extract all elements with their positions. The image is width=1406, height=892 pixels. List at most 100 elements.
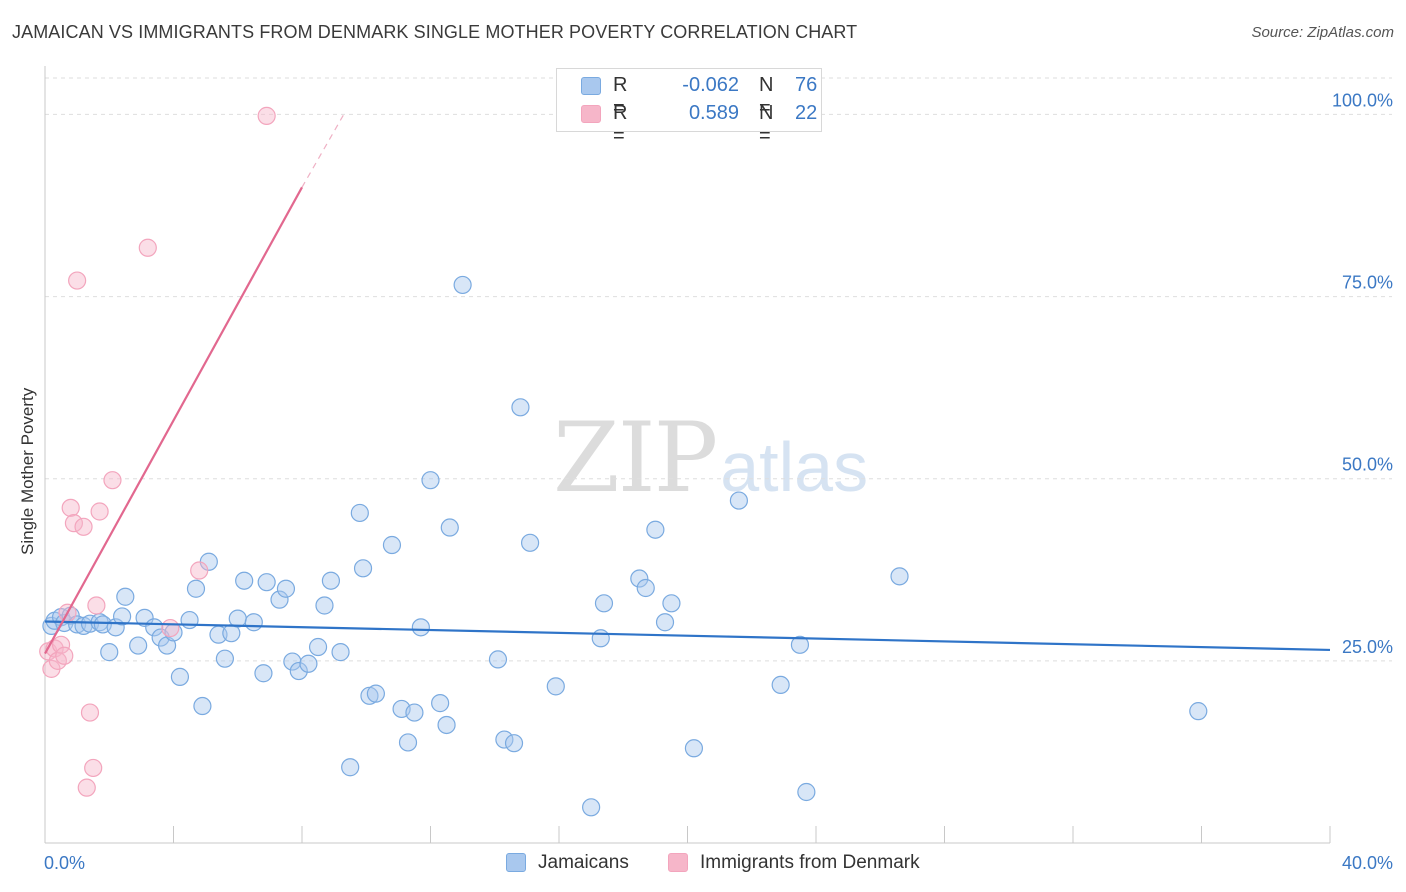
jamaicans-point <box>797 782 816 802</box>
jamaicans-point <box>129 636 148 655</box>
denmark-point <box>190 561 209 580</box>
jamaicans-point <box>771 675 790 695</box>
y-axis-title: Single Mother Poverty <box>18 387 37 555</box>
jamaicans-point <box>180 610 199 630</box>
jamaicans-point <box>254 664 273 683</box>
jamaicans-point <box>520 533 540 552</box>
jamaicans-point <box>630 569 649 588</box>
denmark-legend-swatch <box>668 853 688 872</box>
x-tick-label: 40.0% <box>1342 853 1393 873</box>
jamaicans-point <box>684 739 704 758</box>
jamaicans-point <box>170 667 190 686</box>
jamaicans-point <box>186 579 206 598</box>
label-layer: 25.0% 50.0% 75.0% 100.0% 0.0% 40.0% <box>44 90 1393 873</box>
jamaicans-point <box>495 730 514 749</box>
n-value: 76 <box>795 74 818 96</box>
jamaicans-point <box>215 649 234 668</box>
jamaicans-point <box>582 798 601 817</box>
n-label: N = <box>759 74 774 119</box>
jamaicans-point <box>270 590 289 609</box>
jamaicans-point <box>511 398 530 417</box>
jamaicans-point <box>591 629 610 648</box>
denmark-point <box>87 596 106 615</box>
jamaicans-point <box>594 594 614 613</box>
denmark-point <box>103 471 122 490</box>
stats-legend: R = -0.062 N = 76 R = 0.589 N = 22 <box>556 68 822 147</box>
watermark-atlas: atlas <box>720 428 869 506</box>
jamaicans-point <box>283 652 302 671</box>
watermark: ZIPatlas <box>553 402 868 514</box>
watermark-zip: ZIP <box>553 402 718 514</box>
jamaicans-point <box>437 715 456 735</box>
y-tick-label: 100.0% <box>1332 90 1393 110</box>
jamaicans-point <box>299 654 318 673</box>
denmark-legend-label: Immigrants from Denmark <box>700 852 920 873</box>
jamaicans-point <box>289 661 308 681</box>
jamaicans-point <box>662 594 681 613</box>
denmark-point <box>77 778 96 797</box>
denmark-point <box>64 514 84 533</box>
jamaicans-point <box>68 615 87 634</box>
points-layer <box>39 106 1208 817</box>
jamaicans-point <box>636 578 655 598</box>
source-label: Source: ZipAtlas.com <box>1251 24 1394 41</box>
jamaicans-point <box>341 758 360 777</box>
denmark-point <box>80 703 100 722</box>
jamaicans-point <box>405 703 424 722</box>
denmark-swatch <box>581 105 601 123</box>
jamaicans-legend-swatch <box>506 853 526 872</box>
jamaicans-point <box>411 618 430 637</box>
denmark-trendline <box>44 186 303 655</box>
r-label: R = <box>613 74 628 119</box>
y-tick-label: 75.0% <box>1342 273 1393 293</box>
jamaicans-point <box>431 694 450 713</box>
jamaicans-swatch <box>581 77 601 95</box>
y-tick-label: 25.0% <box>1342 637 1393 657</box>
jamaicans-point <box>488 650 508 669</box>
jamaicans-point <box>235 571 254 590</box>
jamaicans-point <box>100 643 119 662</box>
jamaicans-point <box>440 518 459 537</box>
jamaicans-point <box>244 613 263 632</box>
r-value: 0.589 <box>688 102 739 124</box>
jamaicans-point <box>366 684 385 703</box>
jamaicans-point <box>546 677 565 696</box>
jamaicans-point <box>655 613 675 632</box>
denmark-point <box>84 758 103 778</box>
jamaicans-point <box>257 573 276 592</box>
denmark-point <box>161 618 180 638</box>
jamaicans-point <box>1189 702 1208 721</box>
y-tick-label: 50.0% <box>1342 455 1393 475</box>
jamaicans-point <box>353 559 373 578</box>
jamaicans-point <box>193 696 212 716</box>
r-label: R = <box>613 102 628 147</box>
jamaicans-point <box>116 587 135 606</box>
denmark-point <box>138 238 157 257</box>
n-value: 22 <box>795 102 818 124</box>
denmark-point <box>68 271 87 290</box>
jamaicans-point <box>453 275 472 295</box>
jamaicans-point <box>504 734 524 753</box>
jamaicans-point <box>321 571 341 590</box>
denmark-point <box>51 635 71 654</box>
denmark-trendline-extension <box>301 114 345 188</box>
jamaicans-point <box>729 491 749 510</box>
jamaicans-legend-label: Jamaicans <box>538 852 629 873</box>
denmark-point <box>61 498 80 517</box>
denmark-point <box>74 517 93 536</box>
jamaicans-point <box>646 520 665 539</box>
denmark-point <box>257 106 276 125</box>
jamaicans-point <box>308 637 328 657</box>
jamaicans-point <box>382 535 402 555</box>
n-label: N = <box>759 102 774 147</box>
jamaicans-point <box>398 733 418 752</box>
trend-layer <box>44 114 1331 655</box>
jamaicans-point <box>890 567 909 586</box>
jamaicans-trendline <box>44 620 1331 652</box>
jamaicans-point <box>135 608 154 627</box>
jamaicans-point <box>790 635 810 654</box>
jamaicans-point <box>112 607 132 626</box>
jamaicans-point <box>350 503 369 523</box>
denmark-point <box>55 646 74 665</box>
